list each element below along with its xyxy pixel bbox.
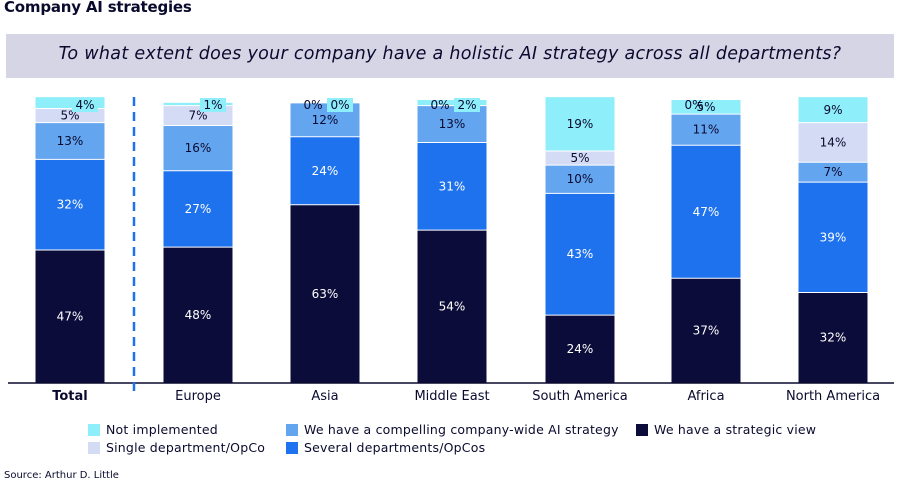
bar-segment: [671, 114, 741, 146]
legend-item: We have a strategic view: [636, 422, 816, 437]
data-label: 43%: [567, 247, 594, 261]
data-label: 14%: [820, 135, 847, 149]
bar-segment: [35, 122, 105, 160]
data-label: 10%: [567, 172, 594, 186]
bar-segment: [290, 204, 360, 383]
data-label: 27%: [185, 202, 212, 216]
bar-segment: [545, 315, 615, 383]
label-highlight: [327, 98, 353, 112]
legend-label: We have a compelling company-wide AI str…: [304, 422, 619, 437]
data-label: 4%: [75, 98, 94, 112]
data-label: 19%: [567, 117, 594, 131]
data-label: 11%: [693, 123, 720, 137]
data-label: 54%: [439, 300, 466, 314]
legend-item: We have a compelling company-wide AI str…: [286, 422, 619, 437]
legend-label: Single department/OpCo: [106, 440, 266, 455]
legend-item: Single department/OpCo: [88, 440, 265, 455]
bar-segment: [798, 162, 868, 183]
bar-segment: [671, 100, 741, 115]
bar-segment: [163, 247, 233, 383]
data-label: 12%: [312, 113, 339, 127]
data-label: 1%: [203, 98, 222, 112]
data-label: 32%: [820, 331, 847, 345]
bar-segment: [417, 230, 487, 383]
label-highlight: [200, 98, 226, 112]
bar-segment: [545, 97, 615, 151]
bar-segment: [290, 136, 360, 205]
data-label: 24%: [312, 164, 339, 178]
legend-swatch: [286, 441, 298, 454]
data-label: 48%: [185, 308, 212, 322]
data-label: 7%: [188, 109, 207, 123]
data-label: 2%: [457, 98, 476, 112]
bar-segment: [417, 100, 487, 106]
category-label: Europe: [175, 389, 221, 404]
bar-segment: [163, 125, 233, 171]
data-label: 5%: [570, 151, 589, 165]
data-label: 63%: [312, 287, 339, 301]
question-banner: To what extent does your company have a …: [6, 34, 894, 78]
bar-segment: [35, 249, 105, 383]
data-label: 31%: [439, 179, 466, 193]
data-label: 16%: [185, 141, 212, 155]
bar-segment: [798, 182, 868, 293]
legend-item: Several departments/OpCos: [286, 440, 485, 455]
data-label: 0%: [330, 98, 349, 112]
data-label: 0%: [303, 98, 322, 112]
category-label: South America: [532, 389, 628, 404]
legend-label: We have a strategic view: [654, 422, 817, 437]
legend-swatch: [636, 423, 648, 436]
source-note: Source: Arthur D. Little: [4, 470, 119, 481]
data-label: 9%: [823, 103, 842, 117]
label-highlight: [72, 98, 98, 112]
bar-segment: [35, 108, 105, 123]
bar-segment: [163, 170, 233, 248]
category-label: Africa: [687, 389, 724, 404]
bar-segment: [545, 193, 615, 316]
data-label: 24%: [567, 342, 594, 356]
category-label: Middle East: [414, 389, 489, 404]
data-label: 5%: [60, 109, 79, 123]
data-label: 13%: [57, 134, 84, 148]
bar-segment: [545, 165, 615, 194]
label-highlight: [454, 98, 480, 112]
data-label: 47%: [57, 309, 84, 323]
legend-swatch: [88, 423, 100, 436]
data-label: 32%: [57, 198, 84, 212]
legend-swatch: [88, 441, 100, 454]
data-label: 5%: [696, 100, 715, 114]
legend-label: Several departments/OpCos: [304, 440, 486, 455]
bar-segment: [163, 102, 233, 106]
data-label: 39%: [820, 230, 847, 244]
legend-swatch: [286, 423, 298, 436]
data-label: 13%: [439, 117, 466, 131]
data-label: 7%: [823, 165, 842, 179]
bar-segment: [671, 145, 741, 279]
bar-segment: [671, 278, 741, 383]
bar-segment: [798, 292, 868, 383]
stacked-bar-chart: 47%32%13%5%4%Total48%27%16%7%1%Europe63%…: [8, 97, 894, 404]
chart-title: Company AI strategies: [4, 0, 192, 16]
category-label: Total: [52, 389, 88, 404]
bar-segment: [35, 97, 105, 109]
bar-segment: [545, 150, 615, 166]
bar-segment: [798, 97, 868, 123]
data-label: 47%: [693, 205, 720, 219]
bar-segment: [798, 122, 868, 163]
bar-segment: [417, 142, 487, 231]
legend-item: Not implemented: [88, 422, 218, 437]
data-label: 0%: [430, 98, 449, 112]
legend-label: Not implemented: [106, 422, 218, 437]
bar-segment: [35, 159, 105, 250]
question-text: To what extent does your company have a …: [58, 44, 842, 64]
category-label: Asia: [311, 389, 338, 404]
category-label: North America: [786, 389, 880, 404]
data-label: 0%: [684, 98, 703, 112]
data-label: 37%: [693, 324, 720, 338]
